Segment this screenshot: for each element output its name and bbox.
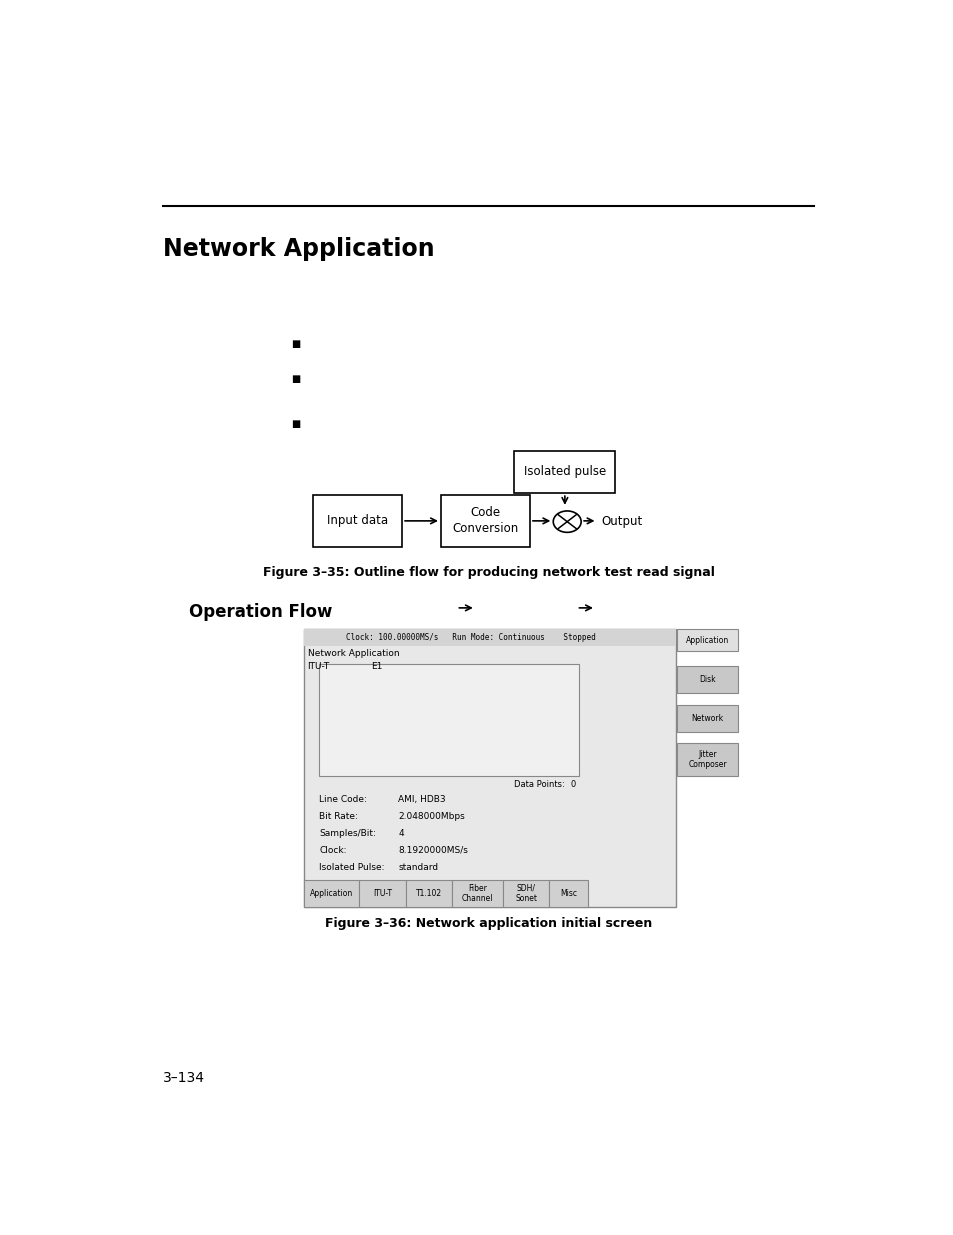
Text: Code
Conversion: Code Conversion [452,506,518,536]
Text: standard: standard [397,863,438,872]
Text: 2.048000Mbps: 2.048000Mbps [397,811,464,821]
Text: Isolated Pulse:: Isolated Pulse: [319,863,384,872]
Text: E1: E1 [371,662,382,671]
Text: Network Application: Network Application [307,650,398,658]
Bar [303,630,675,906]
Text: 8.1920000MS/s: 8.1920000MS/s [397,846,468,855]
Bar [677,667,737,693]
Text: SDH/
Sonet: SDH/ Sonet [515,884,537,903]
Text: Samples/Bit:: Samples/Bit: [319,829,375,837]
Text: ■: ■ [291,340,300,350]
Text: Jitter
Composer: Jitter Composer [687,750,726,769]
Text: ■: ■ [291,419,300,430]
Bar [440,495,530,547]
Bar [303,879,359,906]
Bar [677,630,737,651]
Text: Data Points:: Data Points: [514,779,565,789]
Text: Application: Application [310,889,353,898]
Text: 0: 0 [570,779,575,789]
Text: Isolated pulse: Isolated pulse [523,466,605,478]
Text: Misc: Misc [559,889,577,898]
Text: Network Application: Network Application [163,237,435,261]
Bar [677,705,737,732]
Text: Bit Rate:: Bit Rate: [319,811,357,821]
Text: Clock:: Clock: [319,846,346,855]
Bar [359,879,406,906]
Text: Operation Flow: Operation Flow [189,603,332,620]
Ellipse shape [553,511,580,532]
Text: Disk: Disk [699,676,715,684]
Text: ITU-T: ITU-T [373,889,392,898]
Text: Fiber
Channel: Fiber Channel [461,884,493,903]
Text: AMI, HDB3: AMI, HDB3 [397,795,445,804]
Bar [313,495,402,547]
Text: ■: ■ [291,374,300,384]
Bar [406,879,452,906]
Text: 4: 4 [397,829,403,837]
Text: 3–134: 3–134 [163,1071,205,1084]
Text: Line Code:: Line Code: [319,795,367,804]
Text: T1.102: T1.102 [416,889,442,898]
Bar [677,743,737,776]
Text: Input data: Input data [327,515,388,527]
Bar [452,879,502,906]
Bar [549,879,587,906]
Bar [319,664,578,776]
Bar [502,879,549,906]
Text: ITU-T: ITU-T [307,662,330,671]
Text: Figure 3–36: Network application initial screen: Figure 3–36: Network application initial… [325,916,652,930]
Text: Clock: 100.00000MS/s   Run Mode: Continuous    Stopped: Clock: 100.00000MS/s Run Mode: Continuou… [346,634,596,642]
Bar [514,451,615,493]
Bar [303,630,675,646]
Text: Figure 3–35: Outline flow for producing network test read signal: Figure 3–35: Outline flow for producing … [263,567,714,579]
Text: Network: Network [691,714,722,722]
Text: Output: Output [600,515,642,529]
Text: Application: Application [685,636,728,645]
